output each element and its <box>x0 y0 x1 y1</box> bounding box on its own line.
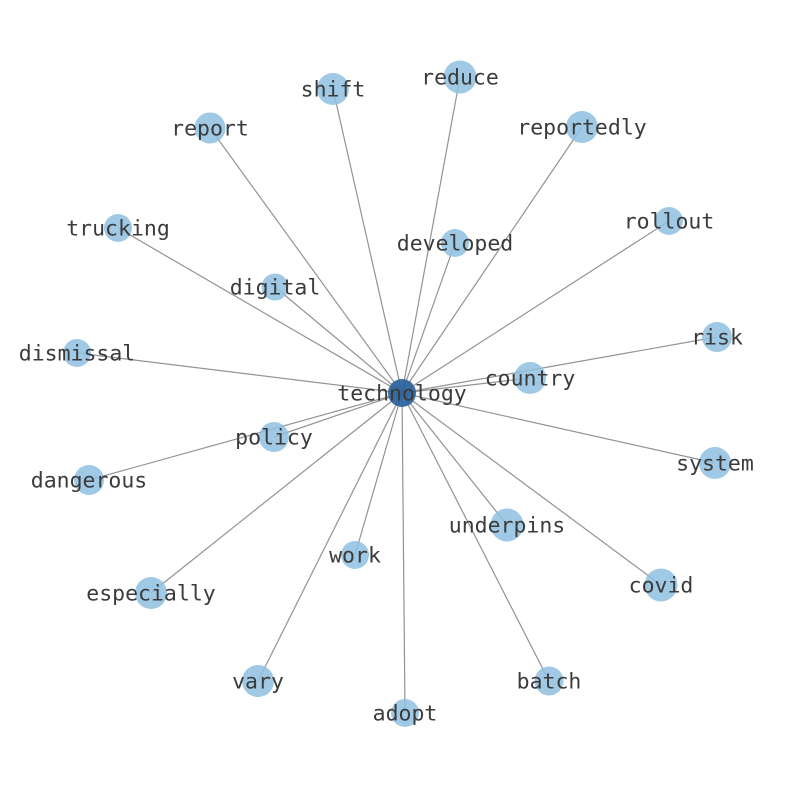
node-label-underpins: underpins <box>449 514 566 539</box>
node-label-reduce: reduce <box>421 66 499 91</box>
node-reduce <box>443 60 477 94</box>
node-dangerous <box>74 465 104 495</box>
node-report <box>194 112 226 144</box>
node-vary <box>242 665 274 697</box>
edge-technology-system <box>401 392 716 464</box>
node-label-trucking: trucking <box>66 217 170 242</box>
edge-technology-developed <box>401 242 456 394</box>
edge-technology-covid <box>401 392 662 586</box>
node-label-batch: batch <box>517 670 582 695</box>
node-label-report: report <box>171 117 249 142</box>
node-label-developed: developed <box>397 232 514 257</box>
labels-layer: technology shift reduce reportedly report rol… <box>19 66 754 727</box>
node-label-work: work <box>329 544 381 569</box>
node-underpins <box>490 508 524 542</box>
node-label-dangerous: dangerous <box>31 469 148 494</box>
node-adopt <box>391 699 419 727</box>
node-label-reportedly: reportedly <box>517 116 646 141</box>
node-technology <box>388 379 416 407</box>
edge-technology-policy <box>273 392 403 438</box>
node-country <box>514 362 546 394</box>
edge-technology-dismissal <box>76 352 403 394</box>
node-label-covid: covid <box>629 574 694 599</box>
node-label-system: system <box>676 452 754 477</box>
edge-technology-shift <box>332 88 403 394</box>
node-shift <box>317 73 349 105</box>
edge-technology-reduce <box>401 76 461 394</box>
node-covid <box>644 568 678 602</box>
node-label-rollout: rollout <box>624 210 715 235</box>
edge-technology-digital <box>274 286 403 394</box>
node-policy <box>259 422 289 452</box>
node-system <box>699 447 731 479</box>
node-label-digital: digital <box>230 276 321 301</box>
edge-technology-adopt <box>401 392 406 714</box>
node-label-adopt: adopt <box>373 702 438 727</box>
edges-layer <box>76 76 718 714</box>
node-label-policy: policy <box>235 426 313 451</box>
edge-technology-batch <box>401 392 550 682</box>
edge-technology-work <box>354 392 403 556</box>
node-reportedly <box>566 111 598 143</box>
node-label-shift: shift <box>301 78 366 103</box>
node-work <box>341 541 369 569</box>
node-rollout <box>655 207 683 235</box>
edge-technology-vary <box>257 392 403 682</box>
node-label-risk: risk <box>691 326 743 351</box>
edge-technology-reportedly <box>401 126 583 394</box>
nodes-layer <box>63 60 732 727</box>
edge-technology-trucking <box>117 227 403 394</box>
node-dismissal <box>63 339 91 367</box>
node-developed <box>441 229 469 257</box>
node-risk <box>702 322 732 352</box>
edge-technology-underpins <box>401 392 508 526</box>
node-trucking <box>104 214 132 242</box>
edge-technology-dangerous <box>88 392 403 481</box>
edge-technology-especially <box>150 392 403 594</box>
node-digital <box>261 273 289 301</box>
node-batch <box>534 666 564 696</box>
node-label-especially: especially <box>86 582 215 607</box>
node-label-vary: vary <box>232 670 284 695</box>
node-label-technology: technology <box>337 382 466 407</box>
node-label-country: country <box>485 367 576 392</box>
edge-technology-rollout <box>401 220 670 394</box>
node-especially <box>135 577 167 609</box>
edge-technology-country <box>401 377 531 394</box>
edge-technology-risk <box>401 336 718 394</box>
edge-technology-report <box>209 127 403 394</box>
node-label-dismissal: dismissal <box>19 342 136 367</box>
